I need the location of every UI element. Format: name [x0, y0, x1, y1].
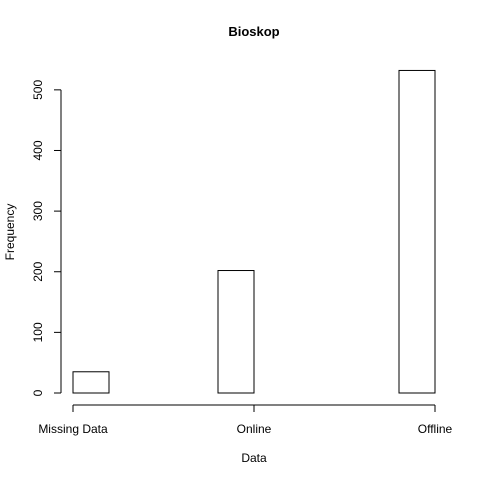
x-axis: Missing Data Online Offline	[38, 404, 453, 436]
y-tick-label: 0	[31, 389, 45, 396]
y-tick-label: 300	[31, 201, 45, 221]
chart-title: Bioskop	[228, 24, 279, 39]
bars-group	[72, 69, 436, 394]
y-tick-label: 400	[31, 140, 45, 160]
bar-offline	[398, 69, 436, 394]
x-tick-label: Online	[237, 422, 272, 436]
x-tick-label: Missing Data	[38, 422, 108, 436]
y-axis-label: Frequency	[3, 204, 17, 261]
y-tick-label: 200	[31, 261, 45, 281]
y-axis: 0 100 200 300 400 500	[31, 80, 62, 396]
bar-online	[217, 270, 255, 394]
y-tick-label: 500	[31, 80, 45, 100]
x-tick-label: Offline	[418, 422, 453, 436]
x-axis-label: Data	[241, 451, 267, 465]
bar-missing-data	[72, 371, 110, 394]
y-tick-label: 100	[31, 322, 45, 342]
